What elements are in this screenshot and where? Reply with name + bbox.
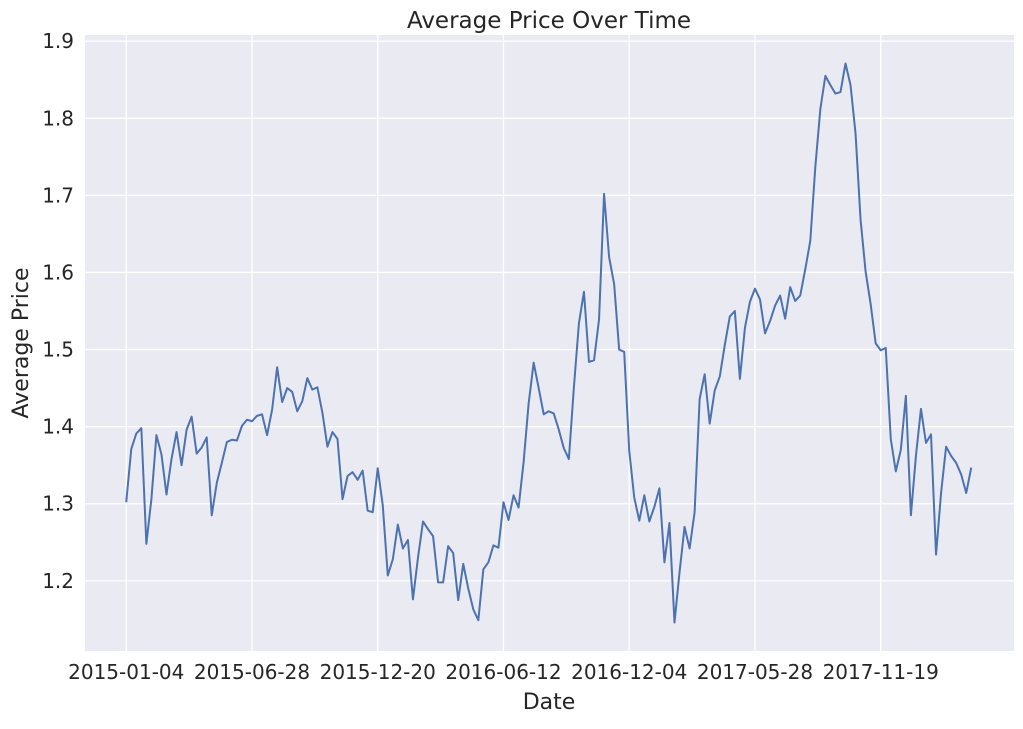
plot-background xyxy=(85,35,1014,651)
x-tick-label: 2015-12-20 xyxy=(320,660,436,684)
y-gridlines xyxy=(85,40,1014,582)
x-tick-label: 2016-12-04 xyxy=(571,660,687,684)
y-tick-label: 1.9 xyxy=(42,29,74,53)
x-tick-label: 2015-01-04 xyxy=(68,660,184,684)
y-axis-label: Average Price xyxy=(9,267,34,418)
y-tick-label: 1.3 xyxy=(42,492,74,516)
x-tick-labels: 2015-01-04 2015-06-28 2015-12-20 2016-06-12… xyxy=(68,660,939,684)
x-tick-label: 2017-05-28 xyxy=(697,660,813,684)
y-tick-label: 1.6 xyxy=(42,260,74,284)
chart-title: Average Price Over Time xyxy=(407,8,691,34)
x-axis-label: Date xyxy=(523,690,576,715)
y-tick-label: 1.2 xyxy=(42,569,74,593)
y-tick-label: 1.4 xyxy=(42,415,74,439)
x-gridlines xyxy=(125,35,882,651)
x-tick-label: 2015-06-28 xyxy=(194,660,310,684)
x-tick-label: 2017-11-19 xyxy=(823,660,939,684)
y-tick-label: 1.7 xyxy=(42,183,74,207)
y-tick-label: 1.5 xyxy=(42,338,74,362)
y-tick-label: 1.8 xyxy=(42,106,74,130)
y-tick-labels: 1.2 1.3 1.4 1.5 1.6 1.7 1.8 1.9 xyxy=(42,29,74,593)
series-line xyxy=(125,62,973,624)
x-tick-label: 2016-06-12 xyxy=(445,660,561,684)
